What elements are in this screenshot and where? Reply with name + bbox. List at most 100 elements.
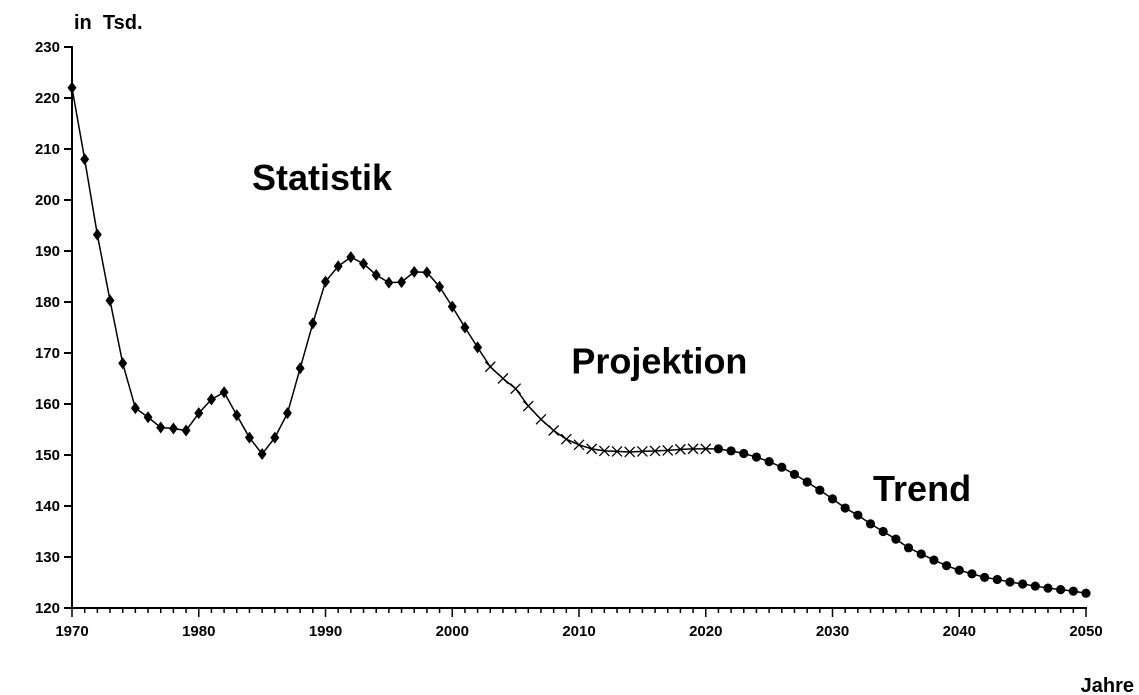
data-point-diamond [80, 153, 90, 166]
data-point-circle [751, 452, 762, 462]
data-point-cross [548, 425, 560, 436]
annotation-trend: Trend [873, 468, 971, 509]
data-point-circle [929, 555, 939, 565]
y-tick-label: 120 [35, 600, 60, 617]
data-point-circle [903, 543, 914, 553]
data-point-diamond [295, 362, 305, 375]
data-point-cross [611, 445, 623, 457]
data-point-cross [598, 445, 610, 457]
data-point-diamond [333, 260, 343, 273]
data-point-circle [713, 444, 724, 454]
annotation-statistik: Statistik [252, 157, 393, 198]
data-point-diamond [371, 268, 381, 281]
data-point-circle [891, 534, 901, 544]
data-point-diamond [118, 357, 128, 370]
data-point-cross [687, 443, 699, 455]
y-tick-label: 150 [35, 447, 60, 464]
x-axis-label: Jahre [1081, 675, 1134, 695]
data-point-circle [1043, 583, 1053, 593]
y-tick-label: 220 [35, 90, 60, 107]
data-point-circle [789, 469, 800, 479]
data-point-circle [1005, 577, 1015, 587]
y-tick-label: 200 [35, 192, 60, 209]
data-point-cross [510, 383, 522, 395]
axes [71, 46, 1087, 609]
x-tick-label: 2000 [436, 623, 469, 640]
x-tick-label: 1970 [55, 623, 88, 640]
data-point-cross [649, 445, 661, 457]
data-point-diamond [143, 411, 153, 424]
data-point-cross [636, 445, 648, 457]
data-point-circle [1018, 579, 1028, 589]
x-tick-label: 2010 [562, 623, 595, 640]
data-point-diamond [409, 265, 419, 278]
x-tick-label: 1990 [309, 623, 342, 640]
x-tick-label: 1980 [182, 623, 215, 640]
data-point-circle [802, 477, 812, 487]
data-point-diamond [282, 407, 292, 420]
data-point-cross [573, 439, 585, 451]
data-point-circle [815, 485, 825, 495]
x-ticks: 1970 1980 1990 2000 2010 2020 2030 2040 2050 [55, 608, 1103, 640]
data-point-diamond [181, 424, 191, 437]
data-point-diamond [308, 317, 318, 330]
data-point-diamond [92, 228, 102, 241]
x-tick-label: 2020 [689, 623, 722, 640]
y-tick-label: 210 [35, 141, 60, 158]
x-tick-label: 2040 [943, 623, 976, 640]
data-point-cross [535, 413, 547, 425]
data-point-cross [497, 373, 509, 384]
y-tick-label: 230 [35, 39, 60, 56]
x-tick-label: 2050 [1069, 623, 1102, 640]
data-point-diamond [232, 409, 242, 422]
data-point-diamond [257, 447, 267, 460]
data-point-diamond [244, 431, 254, 444]
data-point-circle [764, 457, 774, 467]
data-point-diamond [194, 407, 204, 420]
data-point-diamond [130, 402, 140, 415]
data-point-circle [840, 503, 850, 513]
data-point-circle [739, 448, 749, 459]
data-point-circle [967, 569, 977, 579]
data-point-circle [853, 510, 863, 520]
y-ticks: 120 130 140 150 160 170 180 190 200 210 220 230 [35, 39, 72, 617]
data-point-diamond [397, 276, 407, 289]
data-point-circle [865, 519, 876, 529]
data-point-cross [484, 361, 496, 373]
data-point-cross [624, 446, 636, 458]
data-point-circle [1056, 585, 1066, 595]
data-point-diamond [435, 280, 445, 293]
data-point-circle [726, 446, 736, 456]
annotation-projektion: Projektion [571, 340, 747, 381]
data-point-diamond [384, 276, 394, 289]
data-point-circle [1068, 586, 1078, 596]
data-point-diamond [168, 422, 178, 435]
data-point-circle [777, 462, 787, 472]
data-point-circle [954, 565, 964, 575]
y-tick-label: 170 [35, 345, 60, 362]
data-point-diamond [156, 421, 166, 434]
data-point-circle [878, 526, 888, 537]
data-point-diamond [321, 275, 330, 288]
y-tick-label: 180 [35, 294, 60, 311]
data-point-diamond [422, 266, 432, 279]
data-point-circle [1030, 581, 1040, 591]
data-point-cross [522, 400, 534, 412]
data-point-cross [662, 444, 674, 456]
data-point-cross [674, 443, 686, 455]
data-point-diamond [219, 386, 229, 399]
data-point-circle [1081, 588, 1091, 598]
data-point-circle [992, 574, 1002, 585]
y-tick-label: 160 [35, 396, 60, 413]
data-point-cross [560, 433, 572, 445]
data-markers [67, 81, 1091, 598]
data-point-circle [827, 494, 838, 504]
data-point-diamond [359, 257, 369, 270]
data-point-diamond [460, 321, 470, 334]
data-point-cross [700, 443, 712, 455]
data-point-diamond [105, 294, 115, 307]
x-tick-label: 2030 [816, 623, 849, 640]
data-point-diamond [473, 341, 483, 354]
y-unit-label: in Tsd. [74, 12, 143, 34]
